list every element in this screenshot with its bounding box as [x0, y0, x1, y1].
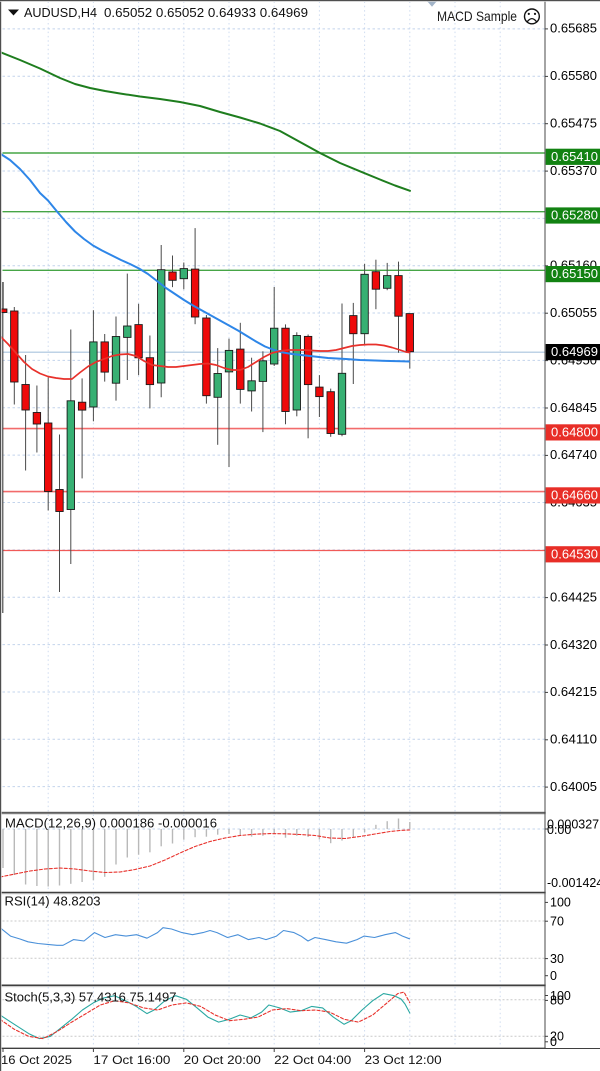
svg-text:-0.001424: -0.001424 — [547, 876, 600, 890]
svg-text:MACD Sample: MACD Sample — [437, 8, 517, 24]
svg-text:17 Oct 16:00: 17 Oct 16:00 — [93, 1053, 170, 1067]
svg-text:0.64215: 0.64215 — [550, 685, 597, 699]
svg-text:0.65410: 0.65410 — [551, 150, 598, 164]
svg-text:0.64800: 0.64800 — [551, 426, 598, 440]
svg-text:Stoch(5,3,3) 57.4316 75.1497: Stoch(5,3,3) 57.4316 75.1497 — [5, 991, 177, 1005]
svg-text:0.65052 0.65052 0.64933 0.6496: 0.65052 0.65052 0.64933 0.64969 — [104, 5, 308, 20]
svg-text:100: 100 — [550, 896, 571, 910]
svg-text:80: 80 — [550, 994, 564, 1008]
svg-text:100: 100 — [550, 989, 571, 1003]
svg-text:0.65150: 0.65150 — [551, 267, 598, 281]
svg-text:0.64969: 0.64969 — [551, 345, 598, 359]
svg-text:22 Oct 04:00: 22 Oct 04:00 — [274, 1053, 351, 1067]
svg-text:20 Oct 20:00: 20 Oct 20:00 — [184, 1053, 261, 1067]
svg-text:0.65280: 0.65280 — [551, 209, 598, 223]
svg-text:0.65055: 0.65055 — [550, 306, 597, 320]
svg-text:MACD(12,26,9) 0.000186 -0.0000: MACD(12,26,9) 0.000186 -0.000016 — [5, 817, 217, 831]
svg-text:23 Oct 12:00: 23 Oct 12:00 — [365, 1053, 442, 1067]
svg-text:0.65580: 0.65580 — [550, 69, 597, 83]
svg-text:0.65370: 0.65370 — [550, 164, 597, 178]
svg-text:0.64005: 0.64005 — [550, 780, 597, 794]
svg-text:0.64530: 0.64530 — [551, 547, 598, 561]
svg-text:0.65475: 0.65475 — [550, 117, 597, 131]
svg-text:16 Oct 2025: 16 Oct 2025 — [1, 1053, 72, 1067]
svg-text:0.64320: 0.64320 — [550, 638, 597, 652]
svg-text:0.64425: 0.64425 — [550, 590, 597, 604]
svg-text:0.64660: 0.64660 — [551, 489, 598, 503]
svg-text:0.65685: 0.65685 — [550, 22, 597, 36]
svg-text:0.64740: 0.64740 — [550, 448, 597, 462]
svg-text:0.00: 0.00 — [547, 823, 571, 837]
svg-text:0.000327: 0.000327 — [547, 817, 599, 831]
svg-text:20: 20 — [550, 1030, 564, 1044]
svg-text:0.64110: 0.64110 — [550, 733, 597, 747]
svg-text:70: 70 — [550, 915, 564, 929]
svg-text:0.64845: 0.64845 — [550, 401, 597, 415]
svg-text:RSI(14) 48.8203: RSI(14) 48.8203 — [5, 895, 101, 909]
svg-text:0: 0 — [550, 1035, 557, 1049]
svg-text:0: 0 — [550, 969, 557, 983]
svg-text:30: 30 — [550, 952, 564, 966]
svg-text:AUDUSD,H4: AUDUSD,H4 — [24, 5, 97, 20]
